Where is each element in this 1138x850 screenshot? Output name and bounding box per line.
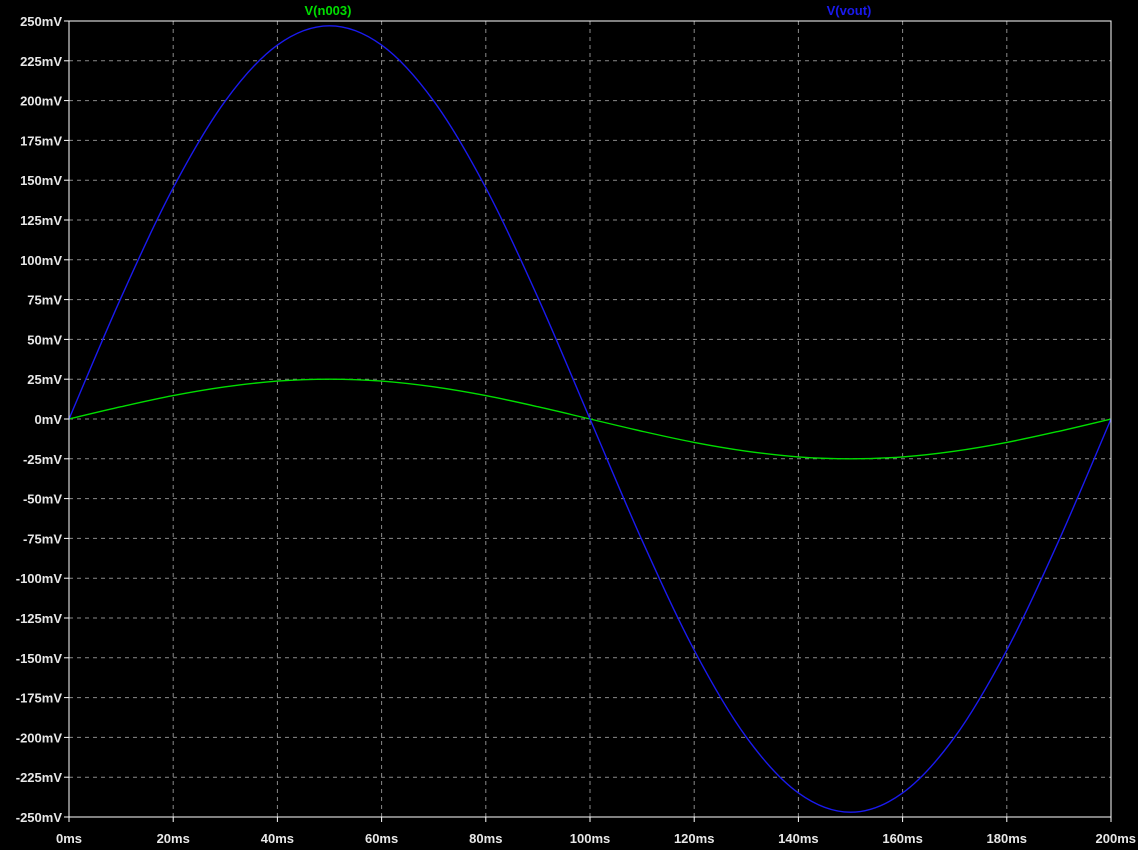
- y-tick-label: -250mV: [16, 810, 63, 825]
- y-tick-label: 250mV: [20, 14, 62, 29]
- y-tick-label: 200mV: [20, 94, 62, 109]
- x-tick-label: 160ms: [882, 831, 922, 846]
- y-tick-label: -125mV: [16, 611, 63, 626]
- y-tick-label: -150mV: [16, 651, 63, 666]
- x-tick-label: 40ms: [261, 831, 294, 846]
- x-tick-label: 140ms: [778, 831, 818, 846]
- y-tick-label: 100mV: [20, 253, 62, 268]
- legend-entry-2[interactable]: V(vout): [827, 3, 872, 18]
- y-axis-ticks: 250mV 225mV 200mV 175mV 150mV 125mV 100mV 75mV 5…: [16, 14, 69, 825]
- y-tick-label: 25mV: [27, 372, 62, 387]
- x-tick-label: 120ms: [674, 831, 714, 846]
- x-tick-label: 180ms: [987, 831, 1027, 846]
- y-tick-label: 75mV: [27, 293, 62, 308]
- y-tick-label: -50mV: [23, 492, 62, 507]
- legend-entry-1[interactable]: V(n003): [305, 3, 352, 18]
- x-tick-label: 20ms: [157, 831, 190, 846]
- y-tick-label: -225mV: [16, 770, 63, 785]
- y-tick-label: -200mV: [16, 730, 63, 745]
- x-tick-label: 60ms: [365, 831, 398, 846]
- y-tick-label: -75mV: [23, 531, 62, 546]
- y-tick-label: 0mV: [35, 412, 63, 427]
- x-tick-label: 200ms: [1096, 831, 1136, 846]
- y-tick-label: -100mV: [16, 571, 63, 586]
- y-tick-label: 150mV: [20, 173, 62, 188]
- y-tick-label: 50mV: [27, 332, 62, 347]
- legend: V(n003) V(vout): [305, 3, 872, 18]
- y-tick-label: -175mV: [16, 691, 63, 706]
- y-tick-label: 125mV: [20, 213, 62, 228]
- y-tick-label: 225mV: [20, 54, 62, 69]
- x-tick-label: 0ms: [56, 831, 82, 846]
- x-tick-label: 80ms: [469, 831, 502, 846]
- series-layer: [69, 25, 1111, 813]
- y-tick-label: 175mV: [20, 133, 62, 148]
- y-tick-label: -25mV: [23, 452, 62, 467]
- x-tick-label: 100ms: [570, 831, 610, 846]
- x-axis-ticks: 0ms 20ms 40ms 60ms 80ms 100ms 120ms 140ms 160ms 1…: [56, 817, 1136, 846]
